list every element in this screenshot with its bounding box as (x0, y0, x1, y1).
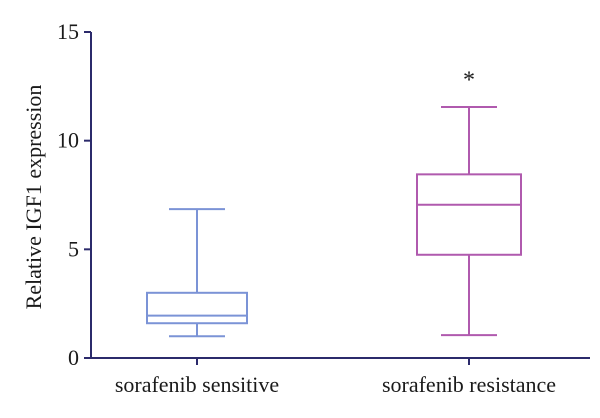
y-tick-label: 0 (68, 345, 79, 370)
annotations: * (463, 68, 475, 94)
iqr-box (416, 173, 522, 256)
x-axis: sorafenib sensitive sorafenib resistance (91, 357, 590, 397)
boxes (146, 105, 522, 338)
box-2 (416, 105, 522, 337)
y-tick-label: 15 (57, 19, 79, 44)
y-axis-title: Relative IGF1 expression (21, 85, 46, 310)
y-tick-label: 10 (57, 128, 79, 153)
iqr-box (146, 291, 248, 325)
x-tick-label: sorafenib resistance (382, 372, 556, 397)
y-axis: 0 5 10 15 (57, 19, 92, 370)
significance-marker: * (463, 68, 475, 94)
y-tick-label: 5 (68, 236, 79, 261)
x-tick-label: sorafenib sensitive (115, 372, 279, 397)
box-1 (146, 208, 248, 338)
